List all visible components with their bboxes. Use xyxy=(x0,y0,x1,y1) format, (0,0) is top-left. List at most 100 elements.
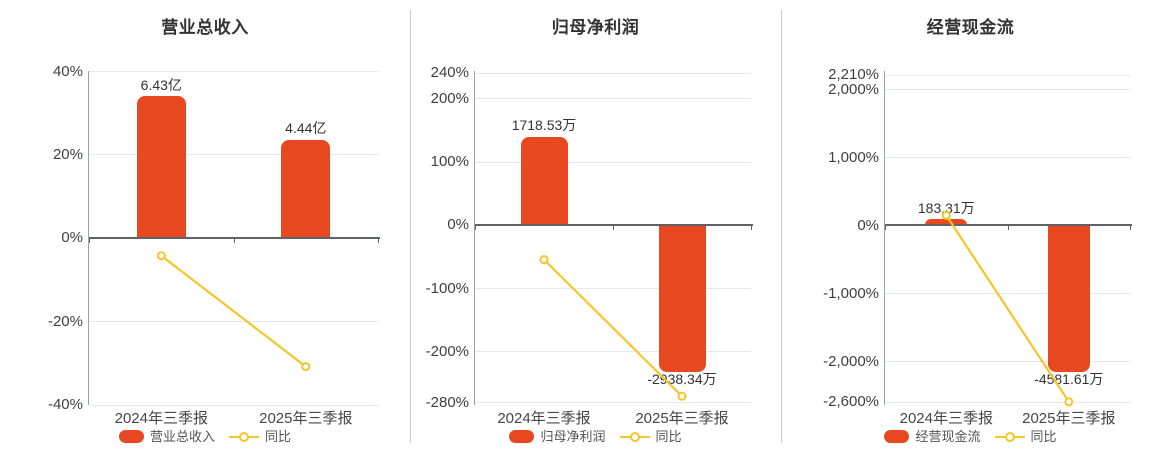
bar-operating-cash-flow-0[interactable] xyxy=(925,219,968,225)
chart-panel-operating-cash-flow: 经营现金流 2,210% 2,000% 1,000% 0% -1,000% -2,000%… xyxy=(781,0,1160,450)
x-category-label: 2024年三季报 xyxy=(114,410,208,427)
chart-panel-revenue: 营业总收入 40% 20% 0% -20% -40% 6.43亿 4.44亿 2024年三季报… xyxy=(0,0,410,450)
x-axis-tick xyxy=(378,238,379,243)
yoy-marker[interactable] xyxy=(941,210,951,220)
yoy-marker[interactable] xyxy=(156,251,166,261)
grid-line xyxy=(475,402,751,403)
legend-yoy-label: 同比 xyxy=(265,429,292,444)
grid-line xyxy=(89,321,378,323)
legend-line-dot xyxy=(239,431,249,442)
grid-line xyxy=(89,154,378,156)
chart-title: 营业总收入 xyxy=(161,18,249,37)
grid-line xyxy=(885,293,1130,294)
bar-net-profit-0[interactable] xyxy=(520,136,568,225)
x-axis-zero-line xyxy=(89,236,380,239)
legend-item-operating-cash-flow[interactable]: 经营现金流 xyxy=(884,429,981,444)
x-axis-tick xyxy=(1130,226,1131,230)
y-axis-tick-label: -20% xyxy=(47,312,83,330)
grid-line xyxy=(475,288,751,290)
yoy-marker[interactable] xyxy=(301,362,311,372)
yoy-line xyxy=(945,214,1070,403)
y-axis-tick-label: 2,000% xyxy=(828,80,879,98)
y-axis-tick-label: 100% xyxy=(430,153,469,170)
grid-line xyxy=(475,98,751,100)
grid-line xyxy=(885,74,1130,76)
legend-item-yoy[interactable]: 同比 xyxy=(619,429,682,444)
x-axis-tick xyxy=(475,225,476,230)
x-axis-tick xyxy=(751,225,752,230)
x-axis-zero-line xyxy=(475,223,753,226)
bar-value-label: 183.31万 xyxy=(917,199,975,216)
y-axis-line xyxy=(884,71,885,405)
grid-line xyxy=(885,361,1130,362)
legend-yoy-label: 同比 xyxy=(1030,429,1057,444)
bar-revenue-1[interactable] xyxy=(281,139,331,238)
yoy-marker[interactable] xyxy=(539,255,549,265)
yoy-marker[interactable] xyxy=(1064,397,1074,407)
x-category-label: 2025年三季报 xyxy=(635,410,729,427)
bar-net-profit-1[interactable] xyxy=(658,224,706,372)
legend-bar-label: 归母净利润 xyxy=(540,429,606,444)
bar-operating-cash-flow-1[interactable] xyxy=(1047,225,1090,372)
x-category-label: 2025年三季报 xyxy=(1022,410,1116,427)
yoy-line-layer xyxy=(539,255,687,401)
y-axis-tick-label: -1,000% xyxy=(823,284,879,302)
x-axis-tick xyxy=(885,226,886,230)
yoy-line-layer xyxy=(941,210,1074,407)
grid-line xyxy=(885,401,1130,403)
y-axis-tick-label: -100% xyxy=(425,279,469,297)
legend-yoy-label: 同比 xyxy=(655,429,682,444)
legend: 经营现金流 同比 xyxy=(781,428,1160,445)
yoy-line xyxy=(160,254,307,368)
y-axis-tick-label: -2,000% xyxy=(823,352,879,370)
chart-title: 归母净利润 xyxy=(551,18,640,37)
legend-item-revenue[interactable]: 营业总收入 xyxy=(118,429,215,444)
legend-line-icon xyxy=(994,431,1025,443)
legend-line-icon xyxy=(619,431,650,443)
bar-value-label: 4.44亿 xyxy=(285,120,327,137)
legend-item-yoy[interactable]: 同比 xyxy=(994,429,1057,444)
panel-divider xyxy=(410,10,411,443)
legend-bar-swatch-icon xyxy=(118,430,144,443)
bar-value-label: 1718.53万 xyxy=(511,117,577,134)
legend: 归母净利润 同比 xyxy=(410,428,781,445)
grid-line xyxy=(89,404,378,406)
yoy-line-layer xyxy=(156,251,311,372)
y-axis-tick-label: 200% xyxy=(430,89,469,107)
bar-value-label: 6.43亿 xyxy=(140,76,182,93)
x-axis-tick xyxy=(233,238,235,243)
x-axis-zero-line xyxy=(885,224,1132,226)
bar-revenue-0[interactable] xyxy=(136,96,186,238)
y-axis-tick-label: 1,000% xyxy=(828,148,879,166)
y-axis-tick-label: 20% xyxy=(52,145,83,163)
grid-line xyxy=(885,157,1130,158)
grid-line xyxy=(475,351,751,353)
y-axis-line xyxy=(88,71,89,405)
grid-line xyxy=(475,72,751,74)
y-axis-tick-label: -2,600% xyxy=(823,393,879,411)
legend-bar-label: 经营现金流 xyxy=(915,429,981,444)
y-axis-tick-label: -280% xyxy=(425,393,469,411)
x-category-label: 2024年三季报 xyxy=(497,410,591,427)
chart-panel-net-profit: 归母净利润 240% 200% 100% 0% -100% -200% -280% 1718.… xyxy=(410,0,781,450)
legend-line-dot xyxy=(1004,431,1015,442)
grid-line xyxy=(885,89,1130,90)
y-axis-tick-label: -40% xyxy=(47,396,83,413)
bar-value-label: -2938.34万 xyxy=(647,371,717,388)
chart-title: 经营现金流 xyxy=(926,18,1015,37)
legend-line-icon xyxy=(229,431,259,443)
legend-bar-swatch-icon xyxy=(509,430,535,443)
legend: 营业总收入 同比 xyxy=(0,428,410,445)
y-axis-tick-label: 0% xyxy=(857,216,879,234)
panel-divider xyxy=(781,10,782,443)
grid-line xyxy=(89,71,378,72)
legend-item-yoy[interactable]: 同比 xyxy=(229,429,291,444)
yoy-marker[interactable] xyxy=(677,391,687,401)
x-category-label: 2025年三季报 xyxy=(259,410,353,427)
legend-item-net-profit[interactable]: 归母净利润 xyxy=(509,429,606,444)
y-axis-line xyxy=(474,71,475,405)
legend-bar-swatch-icon xyxy=(884,430,910,443)
legend-line-dot xyxy=(629,431,640,442)
y-axis-tick-label: 2,210% xyxy=(828,66,879,84)
